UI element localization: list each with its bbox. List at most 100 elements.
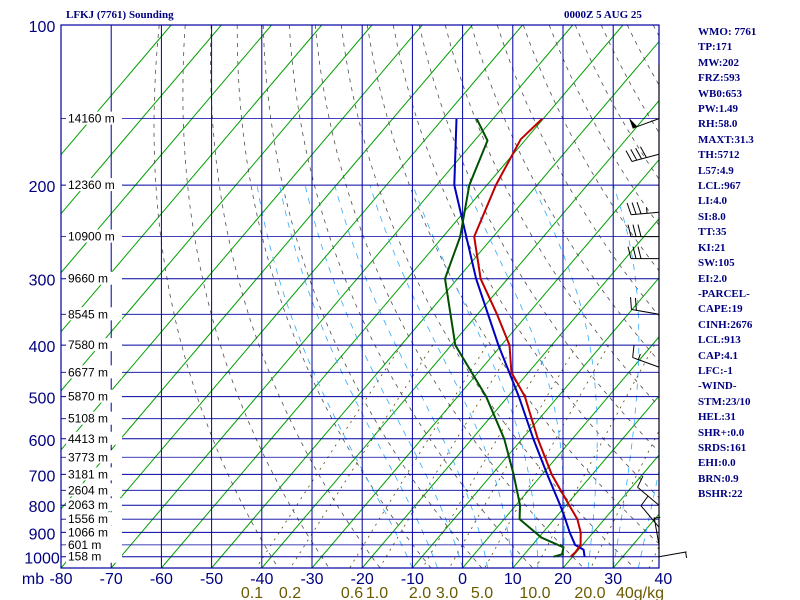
dry-adiabat [418,25,659,453]
observation-time: 0000Z 5 AUG 25 [564,9,642,21]
height-label-bg [66,389,122,403]
height-label-bg [66,307,122,321]
index-item: BRN:0.9 [698,472,739,485]
index-item: TT:35 [698,226,727,239]
moist-adiabat [256,185,413,568]
isotherm-line [361,218,659,568]
index-item: MW:202 [698,56,739,69]
plot-area [61,25,800,568]
height-label: 8545 m [68,307,108,321]
dry-adiabat [210,25,381,568]
index-item: SW:105 [698,257,735,270]
index-item: WB0:653 [698,87,742,100]
temperature-tick-label: -40 [250,571,273,588]
isotherm-line [61,25,373,392]
mixing-ratio-label: 0.2 [279,585,301,600]
pressure-tick-label: 300 [29,273,56,290]
mixing-ratio-line [422,344,554,568]
mixing-ratio-label: 10.0 [519,585,550,600]
wind-barb [632,345,660,368]
dry-adiabat [340,25,635,568]
temperature-tick-label: -70 [100,571,123,588]
temperature-trace [473,117,582,558]
height-label-bg [66,467,122,481]
index-item: CAP:4.1 [698,349,739,362]
height-label: 601 m [68,538,101,552]
wind-barb [627,224,659,238]
height-label-bg [66,498,122,512]
index-item: WMO: 7761 [698,26,757,38]
temperature-tick-label: 30 [604,571,622,588]
dry-adiabat [153,25,279,568]
isotherm-line [512,395,659,568]
height-label: 7580 m [68,338,108,352]
station-title: LFKJ (7761) Sounding [66,9,174,21]
height-label: 14160 m [68,112,115,126]
dry-adiabat [496,25,659,317]
dry-adiabat [236,25,432,568]
moist-adiabat [369,184,514,568]
isotherm-line [462,336,659,568]
moist-adiabat [532,184,598,568]
mixing-ratio-line [590,429,659,568]
dewpoint-trace [443,118,565,558]
mixing-ratio-label: 40g/kg [616,585,664,600]
index-item: MAXT:31.3 [698,133,754,146]
moist-adiabat [279,185,438,568]
height-label-bg [66,411,122,425]
index-item: LCL:967 [698,180,741,193]
parcel-trace [453,118,586,557]
dry-adiabat [757,25,800,568]
isotherm-line [61,25,523,568]
mixing-ratio-line [349,344,488,568]
wind-barb [625,146,660,162]
pressure-tick-label: 600 [29,433,56,450]
height-label: 4413 m [68,432,108,446]
temperature-tick-label: -20 [351,571,374,588]
wind-barb [653,516,661,545]
pressure-tick-label: 700 [29,468,56,485]
index-item: LFC:-1 [698,364,733,377]
index-item: TP:171 [698,41,733,54]
temperature-tick-label: 10 [504,571,522,588]
height-label: 5108 m [68,412,108,426]
temperature-tick-label: -10 [401,571,424,588]
height-label: 10900 m [68,230,115,244]
isotherm-line [61,25,272,274]
mixing-ratio-line [484,344,609,568]
index-item: PW:1.49 [698,103,739,116]
mixing-ratio-label: 5.0 [471,585,493,600]
height-label: 12360 m [68,178,115,192]
mixing-ratio-line [379,344,515,568]
height-label-bg [66,431,122,445]
index-item: RH:58.0 [698,118,738,131]
moist-adiabat [465,184,565,568]
index-item: SRDS:161 [698,441,747,454]
temperature-tick-label: -80 [49,571,72,588]
height-label: 158 m [68,550,101,564]
isotherm-line [562,454,659,568]
pressure-tick-label: 400 [29,339,56,356]
dry-adiabat [288,25,534,568]
height-label: 5870 m [68,390,108,404]
height-label-bg [66,229,122,243]
height-label: 2063 m [68,498,108,512]
wind-barb [627,246,659,260]
index-item: LI:4.0 [698,195,728,208]
dry-adiabat [182,25,330,568]
plot-frame [60,24,660,569]
height-label: 6677 m [68,365,108,379]
height-label-bg [66,365,122,379]
index-item: EI:2.0 [698,272,728,285]
height-label: 3773 m [68,450,108,464]
pressure-tick-label: 1000 [24,551,60,568]
index-item: CAPE:19 [698,303,743,316]
mixing-ratio-label: 0.6 [341,585,363,600]
dry-adiabat [314,25,584,568]
index-item: STM:23/10 [698,395,751,408]
index-item: L57:4.9 [698,164,734,177]
mixing-ratio-label: 2.0 [409,585,431,600]
index-item: HEL:31 [698,411,736,424]
isotherm-line [211,40,659,568]
height-label-bg [66,271,122,285]
